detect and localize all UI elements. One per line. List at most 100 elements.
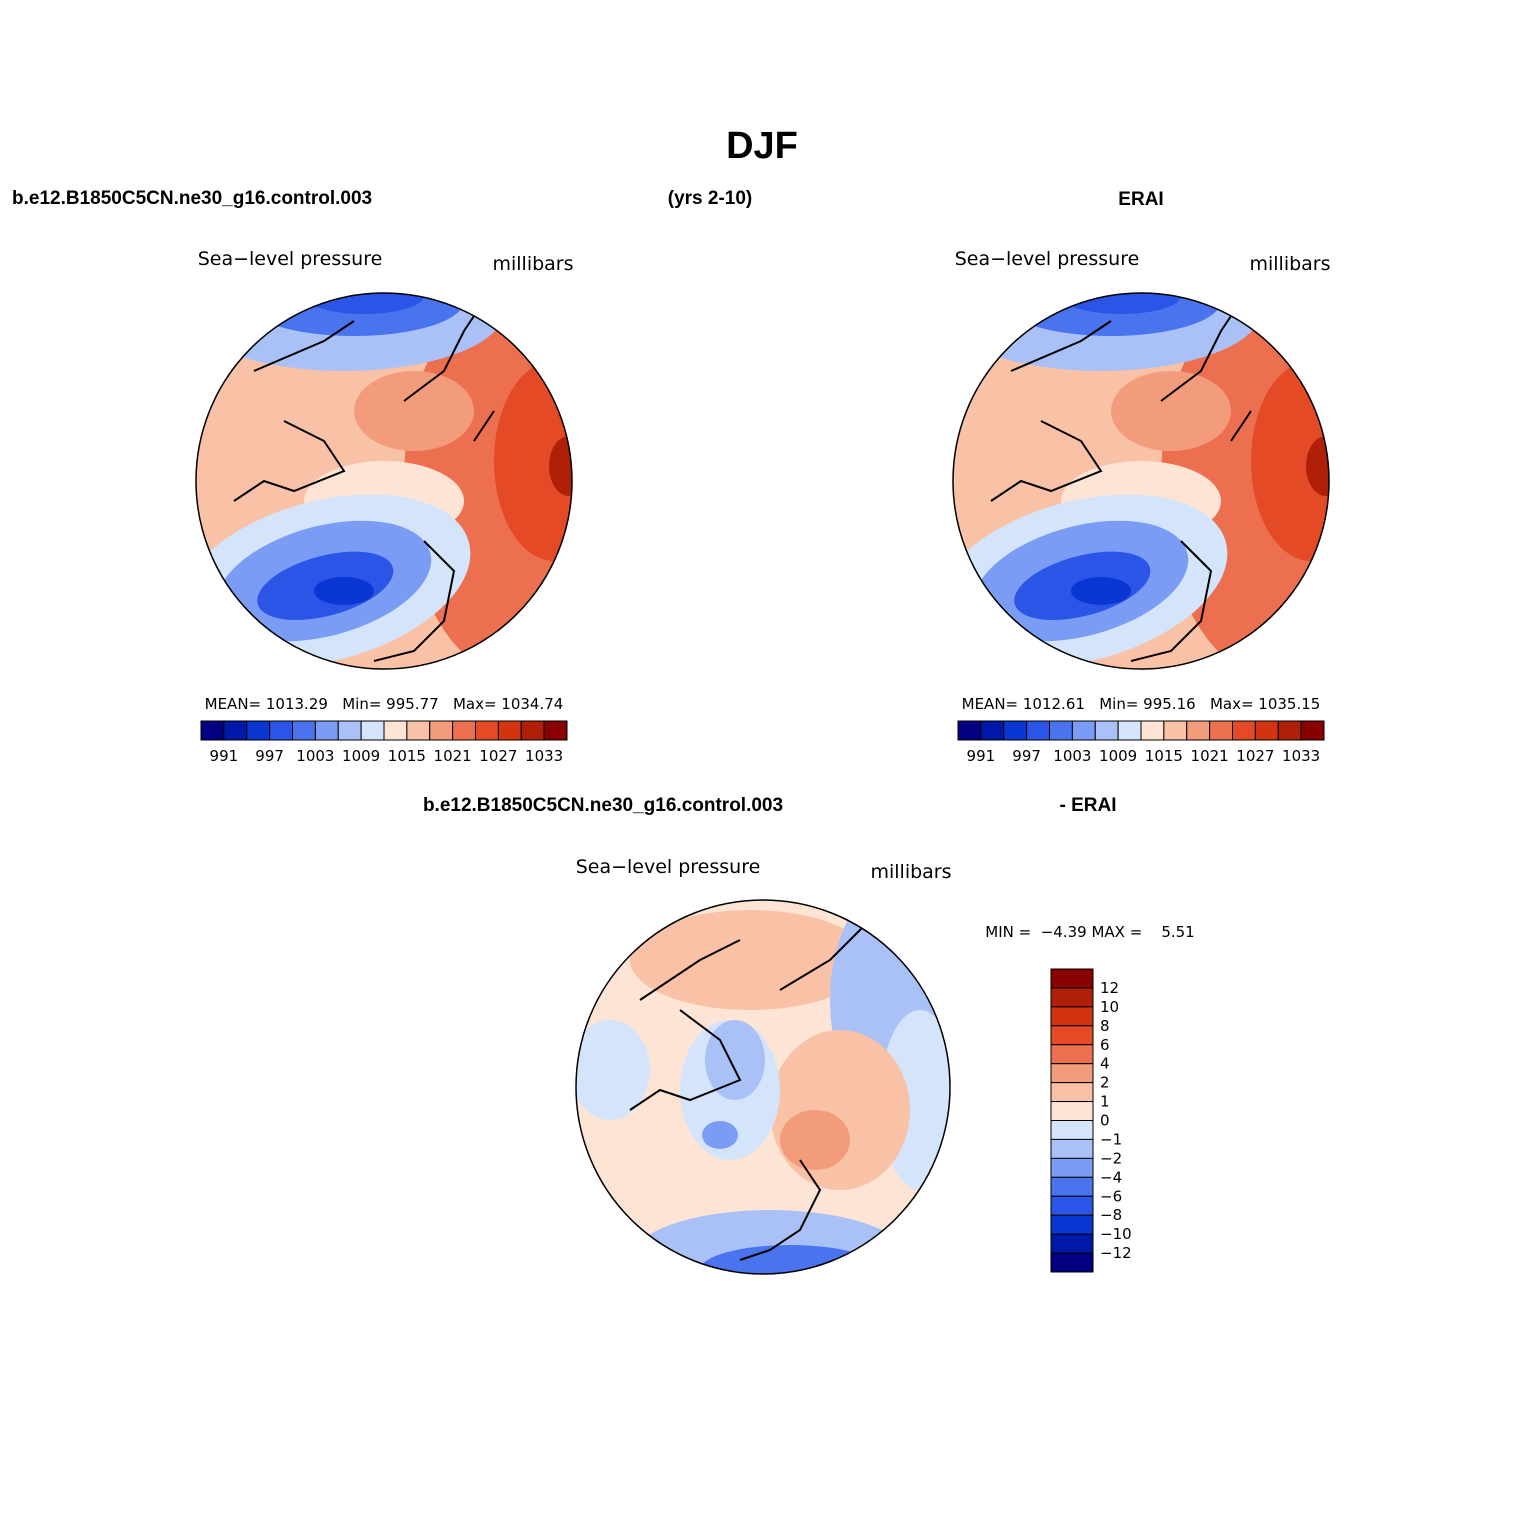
colorbar-box — [383, 720, 408, 741]
colorbar-box — [1003, 720, 1028, 741]
colorbar-box — [1050, 1101, 1094, 1121]
colorbar-box — [1209, 720, 1233, 741]
colorbar-box — [292, 720, 316, 741]
colorbar-label: −1 — [1100, 1130, 1122, 1148]
colorbar-box — [1050, 1082, 1094, 1103]
colorbar-label: 10 — [1100, 998, 1119, 1016]
colorbar-box — [1050, 1063, 1094, 1084]
panel-title: Sea−level pressure — [576, 856, 761, 878]
colorbar-box — [269, 720, 293, 741]
colorbar-box — [452, 720, 476, 741]
colorbar-label: 1027 — [479, 747, 517, 765]
stats: MIN = −4.39 MAX = 5.51 — [985, 923, 1194, 941]
colorbar-box — [1186, 720, 1211, 741]
colorbar-label: 2 — [1100, 1074, 1110, 1092]
colorbar-box — [1050, 1138, 1094, 1159]
colorbar-box — [200, 720, 225, 741]
colorbar-box — [957, 720, 982, 741]
panel-title: Sea−level pressure — [198, 248, 383, 270]
years: (yrs 2-10) — [668, 188, 753, 209]
colorbar-box — [1277, 720, 1302, 741]
colorbar-label: −2 — [1100, 1149, 1122, 1167]
map-border — [575, 899, 951, 1275]
colorbar-label: 0 — [1100, 1112, 1110, 1130]
colorbar: 991 997 1003 1009 1015 1021 1027 1033 — [957, 720, 1325, 765]
colorbar-box — [1026, 720, 1050, 741]
colorbar-box — [246, 720, 271, 741]
colorbar-box — [1050, 1214, 1094, 1235]
colorbar-box — [1050, 1044, 1094, 1065]
colorbar-label: 12 — [1100, 979, 1119, 997]
colorbar-label: 1003 — [1053, 747, 1091, 765]
stats: MEAN= 1012.61 Min= 995.16 Max= 1035.15 — [962, 695, 1321, 713]
colorbar-box — [1050, 1025, 1094, 1046]
colorbar-box — [429, 720, 454, 741]
colorbar-box — [1050, 1120, 1094, 1140]
colorbar-label: −12 — [1100, 1244, 1132, 1262]
colorbar-label: −8 — [1100, 1206, 1122, 1224]
colorbar-label: 1 — [1100, 1093, 1110, 1111]
colorbar: 991 997 1003 1009 1015 1021 1027 1033 — [200, 720, 568, 765]
colorbar-label: 1033 — [525, 747, 563, 765]
case-name: b.e12.B1850C5CN.ne30_g16.control.003 — [423, 795, 783, 816]
colorbar-label: 997 — [255, 747, 284, 765]
colorbar-box — [1050, 968, 1094, 989]
colorbar-box — [314, 720, 339, 741]
colorbar-box — [1232, 720, 1256, 741]
figure-title: DJF — [726, 125, 798, 167]
colorbar-box — [520, 720, 545, 741]
colorbar-box — [980, 720, 1005, 741]
colorbar-box — [360, 720, 385, 741]
colorbar-label: −4 — [1100, 1168, 1122, 1186]
colorbar-box — [1050, 1157, 1094, 1178]
colorbar-box — [406, 720, 431, 741]
colorbar-box — [1163, 720, 1188, 741]
colorbar-box — [1050, 1006, 1094, 1027]
map-border — [952, 292, 1330, 670]
colorbar-label: 997 — [1012, 747, 1041, 765]
panel-units: millibars — [1249, 253, 1330, 275]
colorbar-label: 8 — [1100, 1017, 1110, 1035]
colorbar-box — [543, 720, 568, 741]
colorbar-box — [1094, 720, 1119, 741]
colorbar-label: 1033 — [1282, 747, 1320, 765]
colorbar-box — [497, 720, 522, 741]
colorbar-box — [1050, 1195, 1094, 1216]
colorbar-label: 1003 — [296, 747, 334, 765]
colorbar-label: 4 — [1100, 1055, 1110, 1073]
reference: - ERAI — [1060, 795, 1117, 816]
colorbar-label: 1027 — [1236, 747, 1274, 765]
colorbar-box — [1049, 720, 1073, 741]
colorbar-label: 1015 — [388, 747, 426, 765]
map — [576, 900, 950, 1274]
colorbar-box — [1254, 720, 1279, 741]
colorbar-label: 1021 — [1191, 747, 1229, 765]
colorbar-box — [1050, 1233, 1094, 1254]
stats: MEAN= 1013.29 Min= 995.77 Max= 1034.74 — [205, 695, 564, 713]
colorbar-box — [1300, 720, 1325, 741]
panel-title: Sea−level pressure — [955, 248, 1140, 270]
reference: ERAI — [1118, 189, 1163, 210]
colorbar-box — [1050, 1252, 1094, 1273]
colorbar-box — [1071, 720, 1096, 741]
colorbar-label: 6 — [1100, 1036, 1110, 1054]
panel-units: millibars — [870, 861, 951, 883]
colorbar-label: −6 — [1100, 1187, 1122, 1205]
colorbar-label: 1009 — [1099, 747, 1137, 765]
colorbar-box — [475, 720, 499, 741]
colorbar-box — [337, 720, 362, 741]
colorbar-label: 1021 — [434, 747, 472, 765]
colorbar-label: 991 — [967, 747, 996, 765]
colorbar-label: −10 — [1100, 1225, 1132, 1243]
colorbar-box — [1050, 1176, 1094, 1197]
colorbar-box — [1140, 720, 1165, 741]
case-name: b.e12.B1850C5CN.ne30_g16.control.003 — [12, 188, 372, 209]
colorbar-box — [1050, 987, 1094, 1008]
colorbar-label: 991 — [210, 747, 239, 765]
colorbar-box — [223, 720, 248, 741]
colorbar-label: 1015 — [1145, 747, 1183, 765]
colorbar-label: 1009 — [342, 747, 380, 765]
map-border — [195, 292, 573, 670]
